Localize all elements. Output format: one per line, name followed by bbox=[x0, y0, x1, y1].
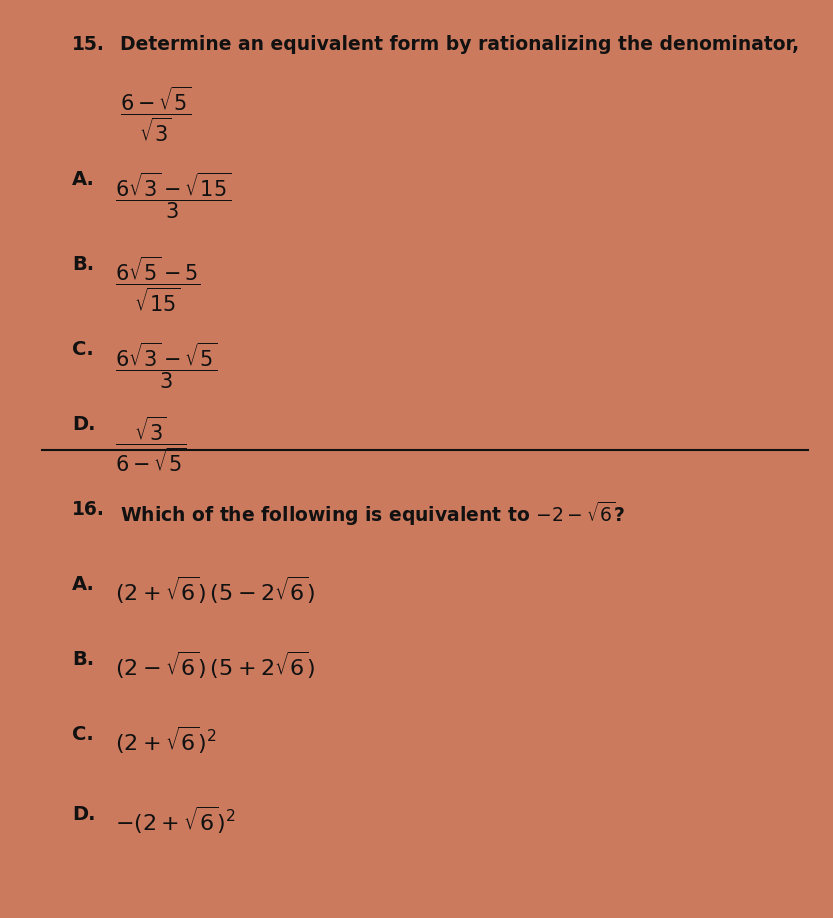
Text: $\dfrac{6\sqrt{3}-\sqrt{5}}{3}$: $\dfrac{6\sqrt{3}-\sqrt{5}}{3}$ bbox=[115, 340, 217, 391]
Text: $\dfrac{\sqrt{3}}{6-\sqrt{5}}$: $\dfrac{\sqrt{3}}{6-\sqrt{5}}$ bbox=[115, 415, 187, 474]
Text: $(2+\sqrt{6})^2$: $(2+\sqrt{6})^2$ bbox=[115, 725, 217, 756]
Text: $-(2+\sqrt{6})^2$: $-(2+\sqrt{6})^2$ bbox=[115, 805, 236, 836]
Text: D.: D. bbox=[72, 415, 96, 434]
Text: $\dfrac{6\sqrt{3}-\sqrt{15}}{3}$: $\dfrac{6\sqrt{3}-\sqrt{15}}{3}$ bbox=[115, 170, 231, 220]
Text: B.: B. bbox=[72, 255, 94, 274]
Text: Which of the following is equivalent to $-2-\sqrt{6}$?: Which of the following is equivalent to … bbox=[120, 500, 626, 528]
Text: $\dfrac{6-\sqrt{5}}{\sqrt{3}}$: $\dfrac{6-\sqrt{5}}{\sqrt{3}}$ bbox=[120, 85, 192, 144]
Text: A.: A. bbox=[72, 575, 95, 594]
Text: $(2+\sqrt{6})\,(5-2\sqrt{6})$: $(2+\sqrt{6})\,(5-2\sqrt{6})$ bbox=[115, 575, 316, 606]
Text: C.: C. bbox=[72, 340, 94, 359]
Text: 15.: 15. bbox=[72, 35, 105, 54]
Text: 16.: 16. bbox=[72, 500, 105, 519]
Text: Determine an equivalent form by rationalizing the denominator,: Determine an equivalent form by rational… bbox=[120, 35, 799, 54]
Text: C.: C. bbox=[72, 725, 94, 744]
Text: $(2-\sqrt{6})\,(5+2\sqrt{6})$: $(2-\sqrt{6})\,(5+2\sqrt{6})$ bbox=[115, 650, 316, 681]
Text: B.: B. bbox=[72, 650, 94, 669]
Text: A.: A. bbox=[72, 170, 95, 189]
Text: $\dfrac{6\sqrt{5}-5}{\sqrt{15}}$: $\dfrac{6\sqrt{5}-5}{\sqrt{15}}$ bbox=[115, 255, 200, 314]
Text: D.: D. bbox=[72, 805, 96, 824]
